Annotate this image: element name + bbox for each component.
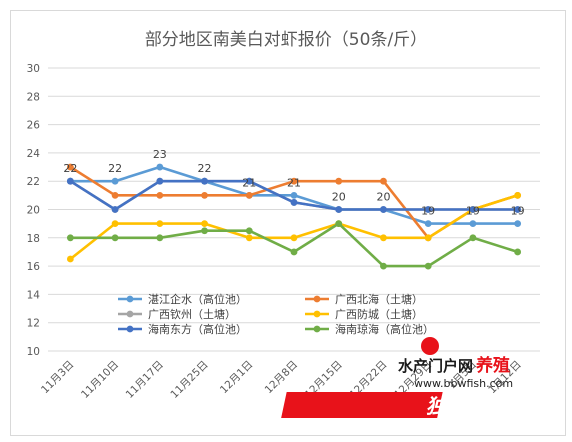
y-tick-label: 28 <box>27 91 40 103</box>
data-label: 20 <box>332 191 346 204</box>
data-point <box>335 220 343 228</box>
data-point <box>66 234 74 242</box>
series-lines <box>66 163 522 270</box>
data-point <box>469 234 477 242</box>
legend-label: 广西北海（土塘） <box>335 292 423 306</box>
data-point <box>290 177 298 185</box>
legend-label: 广西钦州（土塘） <box>148 307 236 321</box>
y-tick-label: 24 <box>27 148 41 160</box>
data-point <box>424 220 432 228</box>
data-label: 21 <box>287 176 301 189</box>
data-point <box>335 177 343 185</box>
legend-marker <box>313 325 321 333</box>
data-point <box>469 206 477 213</box>
chart-title: 部分地区南美白对虾报价（50条/斤） <box>144 30 428 50</box>
data-point <box>290 191 298 199</box>
data-label: 19 <box>511 205 525 218</box>
data-point <box>245 191 253 199</box>
data-point <box>201 191 208 199</box>
data-point <box>156 177 164 185</box>
data-label: 21 <box>242 176 256 189</box>
data-label: 19 <box>466 205 480 218</box>
watermark-aquaculture: 养殖 <box>475 355 510 376</box>
data-label: 22 <box>108 162 122 175</box>
watermark-url: www.bbwfish.com <box>414 377 513 390</box>
x-tick-label: 11月17日 <box>124 359 166 401</box>
data-point <box>469 220 477 228</box>
data-point <box>290 199 298 206</box>
data-point <box>380 177 387 185</box>
data-label: 22 <box>63 162 77 175</box>
x-tick-label: 12月8日 <box>263 359 301 397</box>
legend-marker <box>313 310 321 318</box>
data-point <box>111 220 119 228</box>
y-tick-label: 18 <box>27 233 40 245</box>
x-tick-label: 12月1日 <box>218 359 256 397</box>
data-point <box>111 234 119 242</box>
y-tick-label: 26 <box>27 120 41 132</box>
data-label: 19 <box>421 205 435 218</box>
legend-label: 湛江企水（高位池） <box>148 292 247 306</box>
x-tick-label: 11月25日 <box>168 359 210 401</box>
watermark-site-name: 水产门户网 <box>398 357 473 375</box>
data-point <box>514 220 522 228</box>
data-label: 23 <box>153 148 167 161</box>
data-point <box>201 227 208 235</box>
x-tick-label: 11月3日 <box>39 359 77 397</box>
data-point <box>111 177 119 185</box>
y-axis: 10 12 14 16 18 20 22 24 26 28 30 <box>27 63 41 358</box>
data-point <box>111 206 119 213</box>
y-tick-label: 30 <box>27 63 40 75</box>
data-point <box>156 220 164 228</box>
data-point <box>290 234 298 242</box>
data-point <box>424 262 432 270</box>
y-tick-label: 16 <box>27 261 41 273</box>
watermark-dot-icon <box>421 337 439 355</box>
legend: 湛江企水（高位池） 广西北海（土塘） 广西钦州（土塘） 广西防城（土塘） 海南东方（高位… <box>118 292 434 336</box>
data-point <box>156 163 164 171</box>
data-point <box>245 177 253 185</box>
data-point <box>514 191 522 199</box>
data-point <box>245 227 253 235</box>
data-point <box>290 248 298 256</box>
watermark-logo: 水产门户网 养殖 www.bbwfish.com 独家报道 <box>281 337 513 418</box>
data-point <box>380 262 387 270</box>
legend-label: 海南东方（高位池） <box>148 322 247 336</box>
data-point <box>66 163 74 171</box>
data-point <box>424 234 432 242</box>
data-point <box>380 234 387 242</box>
data-point <box>111 191 119 199</box>
data-point <box>201 220 208 228</box>
data-label: 22 <box>198 162 212 175</box>
data-point <box>156 234 164 242</box>
data-labels: 22 22 23 22 21 21 20 20 19 19 19 <box>63 148 524 218</box>
legend-label: 海南琼海（高位池） <box>335 322 434 336</box>
watermark-exclusive: 独家报道 <box>426 394 509 418</box>
y-tick-label: 20 <box>27 205 40 217</box>
legend-marker <box>313 295 321 303</box>
data-label: 20 <box>376 191 390 204</box>
data-point <box>380 206 387 213</box>
y-tick-label: 14 <box>27 289 41 301</box>
legend-marker <box>126 295 134 303</box>
data-point <box>245 234 253 242</box>
data-point <box>335 206 343 213</box>
legend-marker <box>126 310 134 318</box>
data-point <box>424 206 432 213</box>
y-tick-label: 22 <box>27 176 40 188</box>
x-tick-label: 11月10日 <box>79 359 121 401</box>
series-line-5 <box>70 222 518 268</box>
data-point <box>66 177 74 185</box>
legend-marker <box>126 325 134 333</box>
legend-label: 广西防城（土塘） <box>335 307 423 321</box>
watermark-banner <box>281 392 443 418</box>
data-point <box>156 191 164 199</box>
data-point <box>514 248 522 256</box>
data-point <box>201 177 208 185</box>
y-tick-label: 10 <box>27 346 40 358</box>
data-point <box>514 206 522 213</box>
data-point <box>66 255 74 263</box>
y-tick-label: 12 <box>27 318 40 330</box>
